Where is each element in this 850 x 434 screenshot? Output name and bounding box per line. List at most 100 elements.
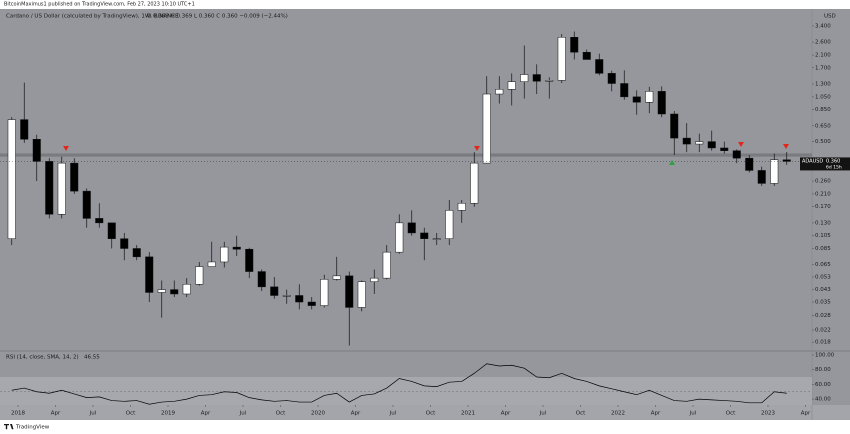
y-tick-label: 80.00: [815, 367, 831, 373]
y-tick-label: 0.035: [815, 300, 831, 306]
candle-body: [470, 162, 479, 204]
candle-body: [695, 141, 704, 145]
candle-body: [157, 289, 166, 293]
candle-body: [170, 289, 179, 295]
x-tick-label: Oct: [276, 411, 286, 417]
x-tick-label: Apr: [201, 411, 211, 417]
candle-body: [670, 113, 679, 139]
price-tag-countdown: 6d 15h: [826, 164, 842, 170]
published-note: BitcoinMaximus1 published on TradingView…: [4, 2, 195, 8]
y-tick-label: 0.043: [815, 287, 831, 293]
candle-body: [195, 266, 204, 285]
green-marker: [669, 160, 675, 165]
candle-body: [620, 83, 629, 98]
chart-background: [0, 9, 850, 405]
candle-body: [120, 238, 129, 249]
candle-body: [57, 162, 66, 215]
candle-body: [307, 301, 316, 306]
candle-body: [7, 119, 16, 239]
y-tick-label: 0.130: [815, 220, 831, 226]
candle-body: [582, 51, 591, 60]
y-tick-label: 0.210: [815, 191, 831, 197]
y-tick-label: 100.00: [815, 352, 835, 358]
rsi-title: RSI (14, close, SMA, 14, 2): [6, 355, 79, 361]
candle-body: [232, 246, 241, 250]
candle-body: [782, 159, 791, 162]
x-tick-label: Jul: [89, 411, 97, 417]
x-tick-label: 2023: [761, 411, 775, 417]
horizontal-level: [0, 153, 812, 157]
x-tick-label: 2018: [11, 411, 25, 417]
candle-body: [595, 59, 604, 74]
candle-body: [145, 256, 154, 293]
y-tick-label: 2.100: [815, 53, 831, 59]
candle-body: [495, 89, 504, 95]
x-tick-label: Oct: [726, 411, 736, 417]
y-tick-label: 1.050: [815, 94, 831, 100]
x-tick-label: Oct: [426, 411, 436, 417]
red-marker: [63, 146, 69, 151]
candle-body: [682, 137, 691, 145]
candle-body: [370, 277, 379, 282]
candle-body: [345, 275, 354, 308]
candle-body: [20, 119, 29, 140]
signal-markers: [63, 142, 789, 165]
y-tick-label: 0.850: [815, 107, 831, 113]
x-tick-label: Apr: [651, 411, 661, 417]
red-marker: [783, 144, 789, 149]
y-tick-label: 0.260: [815, 179, 831, 185]
candle-body: [607, 73, 616, 84]
symbol-title: Cardano / US Dollar (calculated by Tradi…: [6, 14, 179, 20]
candle-body: [707, 141, 716, 149]
candle-body: [182, 283, 191, 295]
y-tick-label: 0.028: [815, 313, 831, 319]
candle-body: [382, 251, 391, 279]
y-tick-label: 0.650: [815, 123, 831, 129]
candle-body: [770, 159, 779, 184]
candle-body: [132, 248, 141, 258]
x-tick-label: Oct: [576, 411, 586, 417]
y-tick-label: 0.053: [815, 274, 831, 280]
candle-body: [482, 93, 491, 164]
candle-body: [457, 202, 466, 211]
candle-body: [357, 281, 366, 308]
y-tick-label: 0.018: [815, 340, 831, 346]
currency-label: USD: [824, 14, 836, 20]
candle-body: [545, 80, 554, 82]
candle-body: [520, 74, 529, 82]
candle-body: [82, 190, 91, 219]
candle-body: [245, 248, 254, 272]
candle-body: [320, 279, 329, 306]
brand-name: TradingView: [15, 425, 50, 431]
red-marker: [474, 146, 480, 151]
y-tick-label: 0.500: [815, 139, 831, 145]
x-tick-label: Jul: [389, 411, 397, 417]
candle-body: [270, 286, 279, 296]
candle-body: [445, 210, 454, 239]
brand-logo: [3, 424, 14, 430]
x-tick-label: Apr: [801, 411, 811, 417]
y-tick-label: 0.065: [815, 262, 831, 268]
candle-body: [657, 91, 666, 115]
y-tick-label: 60.00: [815, 382, 831, 388]
y-tick-label: 40.00: [815, 397, 831, 403]
candle-body: [432, 238, 441, 240]
y-tick-label: 0.170: [815, 204, 831, 210]
candle-body: [70, 162, 79, 192]
candle-body: [532, 74, 541, 82]
y-tick-label: 0.022: [815, 328, 831, 334]
candle-body: [395, 222, 404, 253]
x-tick-label: 2022: [611, 411, 625, 417]
candle-body: [257, 271, 266, 288]
y-tick-label: 2.600: [815, 40, 831, 46]
candle-body: [557, 36, 566, 81]
price-tag: [800, 157, 850, 171]
y-tick-label: 1.300: [815, 81, 831, 87]
x-tick-label: Oct: [126, 411, 136, 417]
x-tick-label: 2021: [461, 411, 475, 417]
candle-body: [570, 36, 579, 53]
x-tick-label: 2020: [311, 411, 325, 417]
x-tick-label: Jul: [689, 411, 697, 417]
candle-body: [745, 157, 754, 171]
